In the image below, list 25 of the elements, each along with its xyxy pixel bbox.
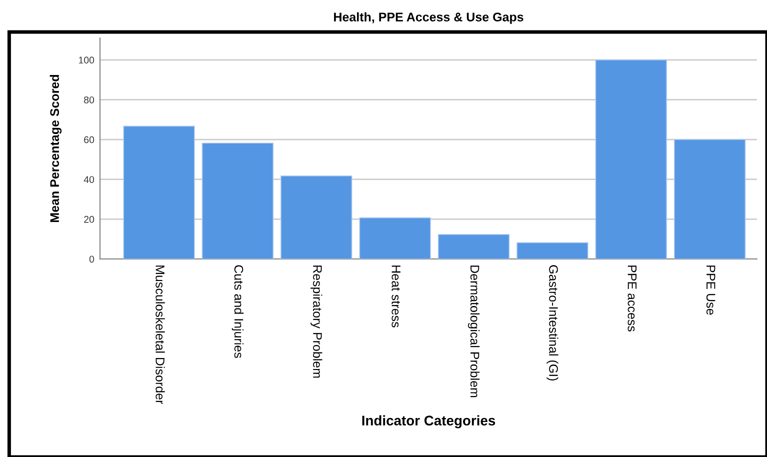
x-axis-title: Indicator Categories [362,415,496,428]
y-tick-label: 0 [89,256,94,263]
x-tick-label: PPE Use [706,266,716,315]
chart-title: Health, PPE Access & Use Gaps [334,12,524,24]
bar [123,126,195,259]
bar [202,142,274,259]
y-tick-label: 80 [84,96,94,104]
bar [438,234,510,259]
y-tick-label: 20 [84,216,94,223]
x-tick-label: Gastro-Intestinal (GI) [546,265,558,380]
x-tick-label: Dermatological Problem [468,266,480,398]
x-tick-label: Respiratory Problem [310,266,322,378]
bar [359,217,431,259]
y-tick-label: 60 [84,136,94,144]
bar [595,59,667,259]
x-tick-label: Cuts and Injuries [232,265,244,358]
x-tick-label: PPE access [628,266,636,332]
x-tick-label: Musculoskeletal Disorder [156,266,165,404]
bar [280,176,352,259]
y-tick-label: 40 [84,176,94,183]
y-axis-title: Mean Percentage Scored [50,74,62,222]
x-tick-label: Heat stress [392,266,400,328]
y-tick-label: 100 [78,56,94,64]
bar [674,139,746,259]
bar [516,242,588,259]
